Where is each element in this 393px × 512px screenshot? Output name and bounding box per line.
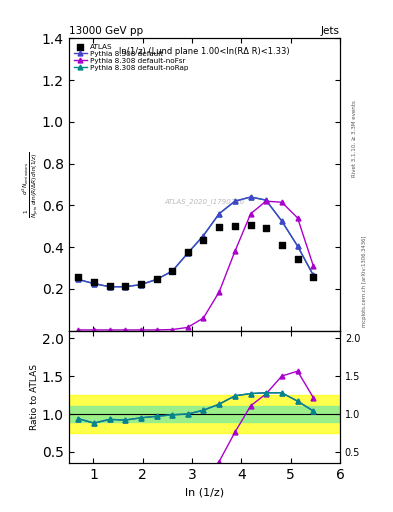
- Text: mcplots.cern.ch [arXiv:1306.3436]: mcplots.cern.ch [arXiv:1306.3436]: [362, 236, 367, 327]
- Pythia 8.308 default-noRap: [185, 250, 190, 257]
- Pythia 8.308 default-noRap: [295, 243, 300, 249]
- Pythia 8.308 default-noFsr: [295, 215, 300, 221]
- ATLAS: [75, 273, 81, 282]
- Pythia 8.308 default-noFsr: [138, 327, 143, 333]
- Pythia 8.308 default: [170, 268, 174, 274]
- Y-axis label: Ratio to ATLAS: Ratio to ATLAS: [30, 364, 39, 430]
- Line: Pythia 8.308 default-noFsr: Pythia 8.308 default-noFsr: [76, 199, 316, 332]
- Pythia 8.308 default: [154, 276, 159, 283]
- Y-axis label: $\frac{1}{N_{jets}}\frac{d^2 N_{emissions}}{d\ln(R/\Delta R)\,d\ln(1/z)}$: $\frac{1}{N_{jets}}\frac{d^2 N_{emission…: [20, 152, 40, 218]
- ATLAS: [263, 224, 269, 232]
- Pythia 8.308 default-noFsr: [233, 248, 237, 254]
- Pythia 8.308 default-noRap: [138, 282, 143, 288]
- ATLAS: [122, 282, 128, 290]
- Pythia 8.308 default: [311, 272, 316, 279]
- Pythia 8.308 default: [201, 232, 206, 239]
- Pythia 8.308 default: [279, 218, 284, 224]
- Pythia 8.308 default: [92, 281, 96, 287]
- Pythia 8.308 default-noRap: [92, 281, 96, 287]
- Pythia 8.308 default-noFsr: [107, 327, 112, 333]
- Text: Jets: Jets: [321, 26, 340, 36]
- Pythia 8.308 default-noFsr: [76, 327, 81, 333]
- Line: Pythia 8.308 default-noRap: Pythia 8.308 default-noRap: [76, 195, 316, 289]
- Line: Pythia 8.308 default: Pythia 8.308 default: [76, 195, 316, 289]
- Text: ATLAS_2020_I1790256: ATLAS_2020_I1790256: [164, 199, 244, 205]
- Pythia 8.308 default: [217, 210, 222, 217]
- Pythia 8.308 default-noFsr: [248, 210, 253, 217]
- ATLAS: [91, 278, 97, 286]
- Pythia 8.308 default: [233, 198, 237, 204]
- Pythia 8.308 default-noFsr: [264, 198, 268, 204]
- Pythia 8.308 default: [248, 194, 253, 200]
- Text: 13000 GeV pp: 13000 GeV pp: [69, 26, 143, 36]
- Pythia 8.308 default: [107, 284, 112, 290]
- Pythia 8.308 default-noFsr: [123, 327, 127, 333]
- Pythia 8.308 default-noFsr: [185, 325, 190, 331]
- ATLAS: [107, 282, 113, 290]
- Pythia 8.308 default-noRap: [248, 194, 253, 200]
- Pythia 8.308 default: [138, 282, 143, 288]
- Pythia 8.308 default-noFsr: [154, 327, 159, 333]
- Pythia 8.308 default-noRap: [279, 218, 284, 224]
- ATLAS: [169, 267, 175, 275]
- Pythia 8.308 default-noRap: [76, 276, 81, 283]
- Legend: ATLAS, Pythia 8.308 default, Pythia 8.308 default-noFsr, Pythia 8.308 default-no: ATLAS, Pythia 8.308 default, Pythia 8.30…: [72, 42, 190, 72]
- ATLAS: [184, 248, 191, 257]
- Pythia 8.308 default-noFsr: [217, 289, 222, 295]
- Pythia 8.308 default-noFsr: [311, 263, 316, 269]
- Pythia 8.308 default: [264, 197, 268, 203]
- Pythia 8.308 default-noRap: [201, 232, 206, 239]
- Pythia 8.308 default: [123, 284, 127, 290]
- Pythia 8.308 default-noRap: [154, 276, 159, 283]
- ATLAS: [310, 273, 316, 282]
- Pythia 8.308 default: [76, 276, 81, 283]
- Pythia 8.308 default-noFsr: [92, 327, 96, 333]
- Pythia 8.308 default-noRap: [233, 198, 237, 204]
- Pythia 8.308 default: [185, 250, 190, 257]
- Text: Rivet 3.1.10, ≥ 3.3M events: Rivet 3.1.10, ≥ 3.3M events: [352, 100, 357, 177]
- ATLAS: [138, 280, 144, 288]
- Pythia 8.308 default-noRap: [264, 197, 268, 203]
- Pythia 8.308 default: [295, 243, 300, 249]
- X-axis label: ln (1/z): ln (1/z): [185, 488, 224, 498]
- Pythia 8.308 default-noFsr: [170, 327, 174, 333]
- ATLAS: [216, 223, 222, 231]
- ATLAS: [294, 254, 301, 263]
- ATLAS: [153, 275, 160, 284]
- ATLAS: [232, 222, 238, 230]
- Pythia 8.308 default-noRap: [311, 272, 316, 279]
- Text: ln(1/z) (Lund plane 1.00<ln(RΔ R)<1.33): ln(1/z) (Lund plane 1.00<ln(RΔ R)<1.33): [119, 47, 290, 56]
- ATLAS: [279, 241, 285, 249]
- Pythia 8.308 default-noRap: [217, 210, 222, 217]
- Pythia 8.308 default-noFsr: [201, 315, 206, 321]
- Pythia 8.308 default-noRap: [107, 284, 112, 290]
- ATLAS: [200, 236, 206, 244]
- Pythia 8.308 default-noFsr: [279, 199, 284, 205]
- Pythia 8.308 default-noRap: [170, 268, 174, 274]
- Pythia 8.308 default-noRap: [123, 284, 127, 290]
- ATLAS: [248, 221, 254, 229]
